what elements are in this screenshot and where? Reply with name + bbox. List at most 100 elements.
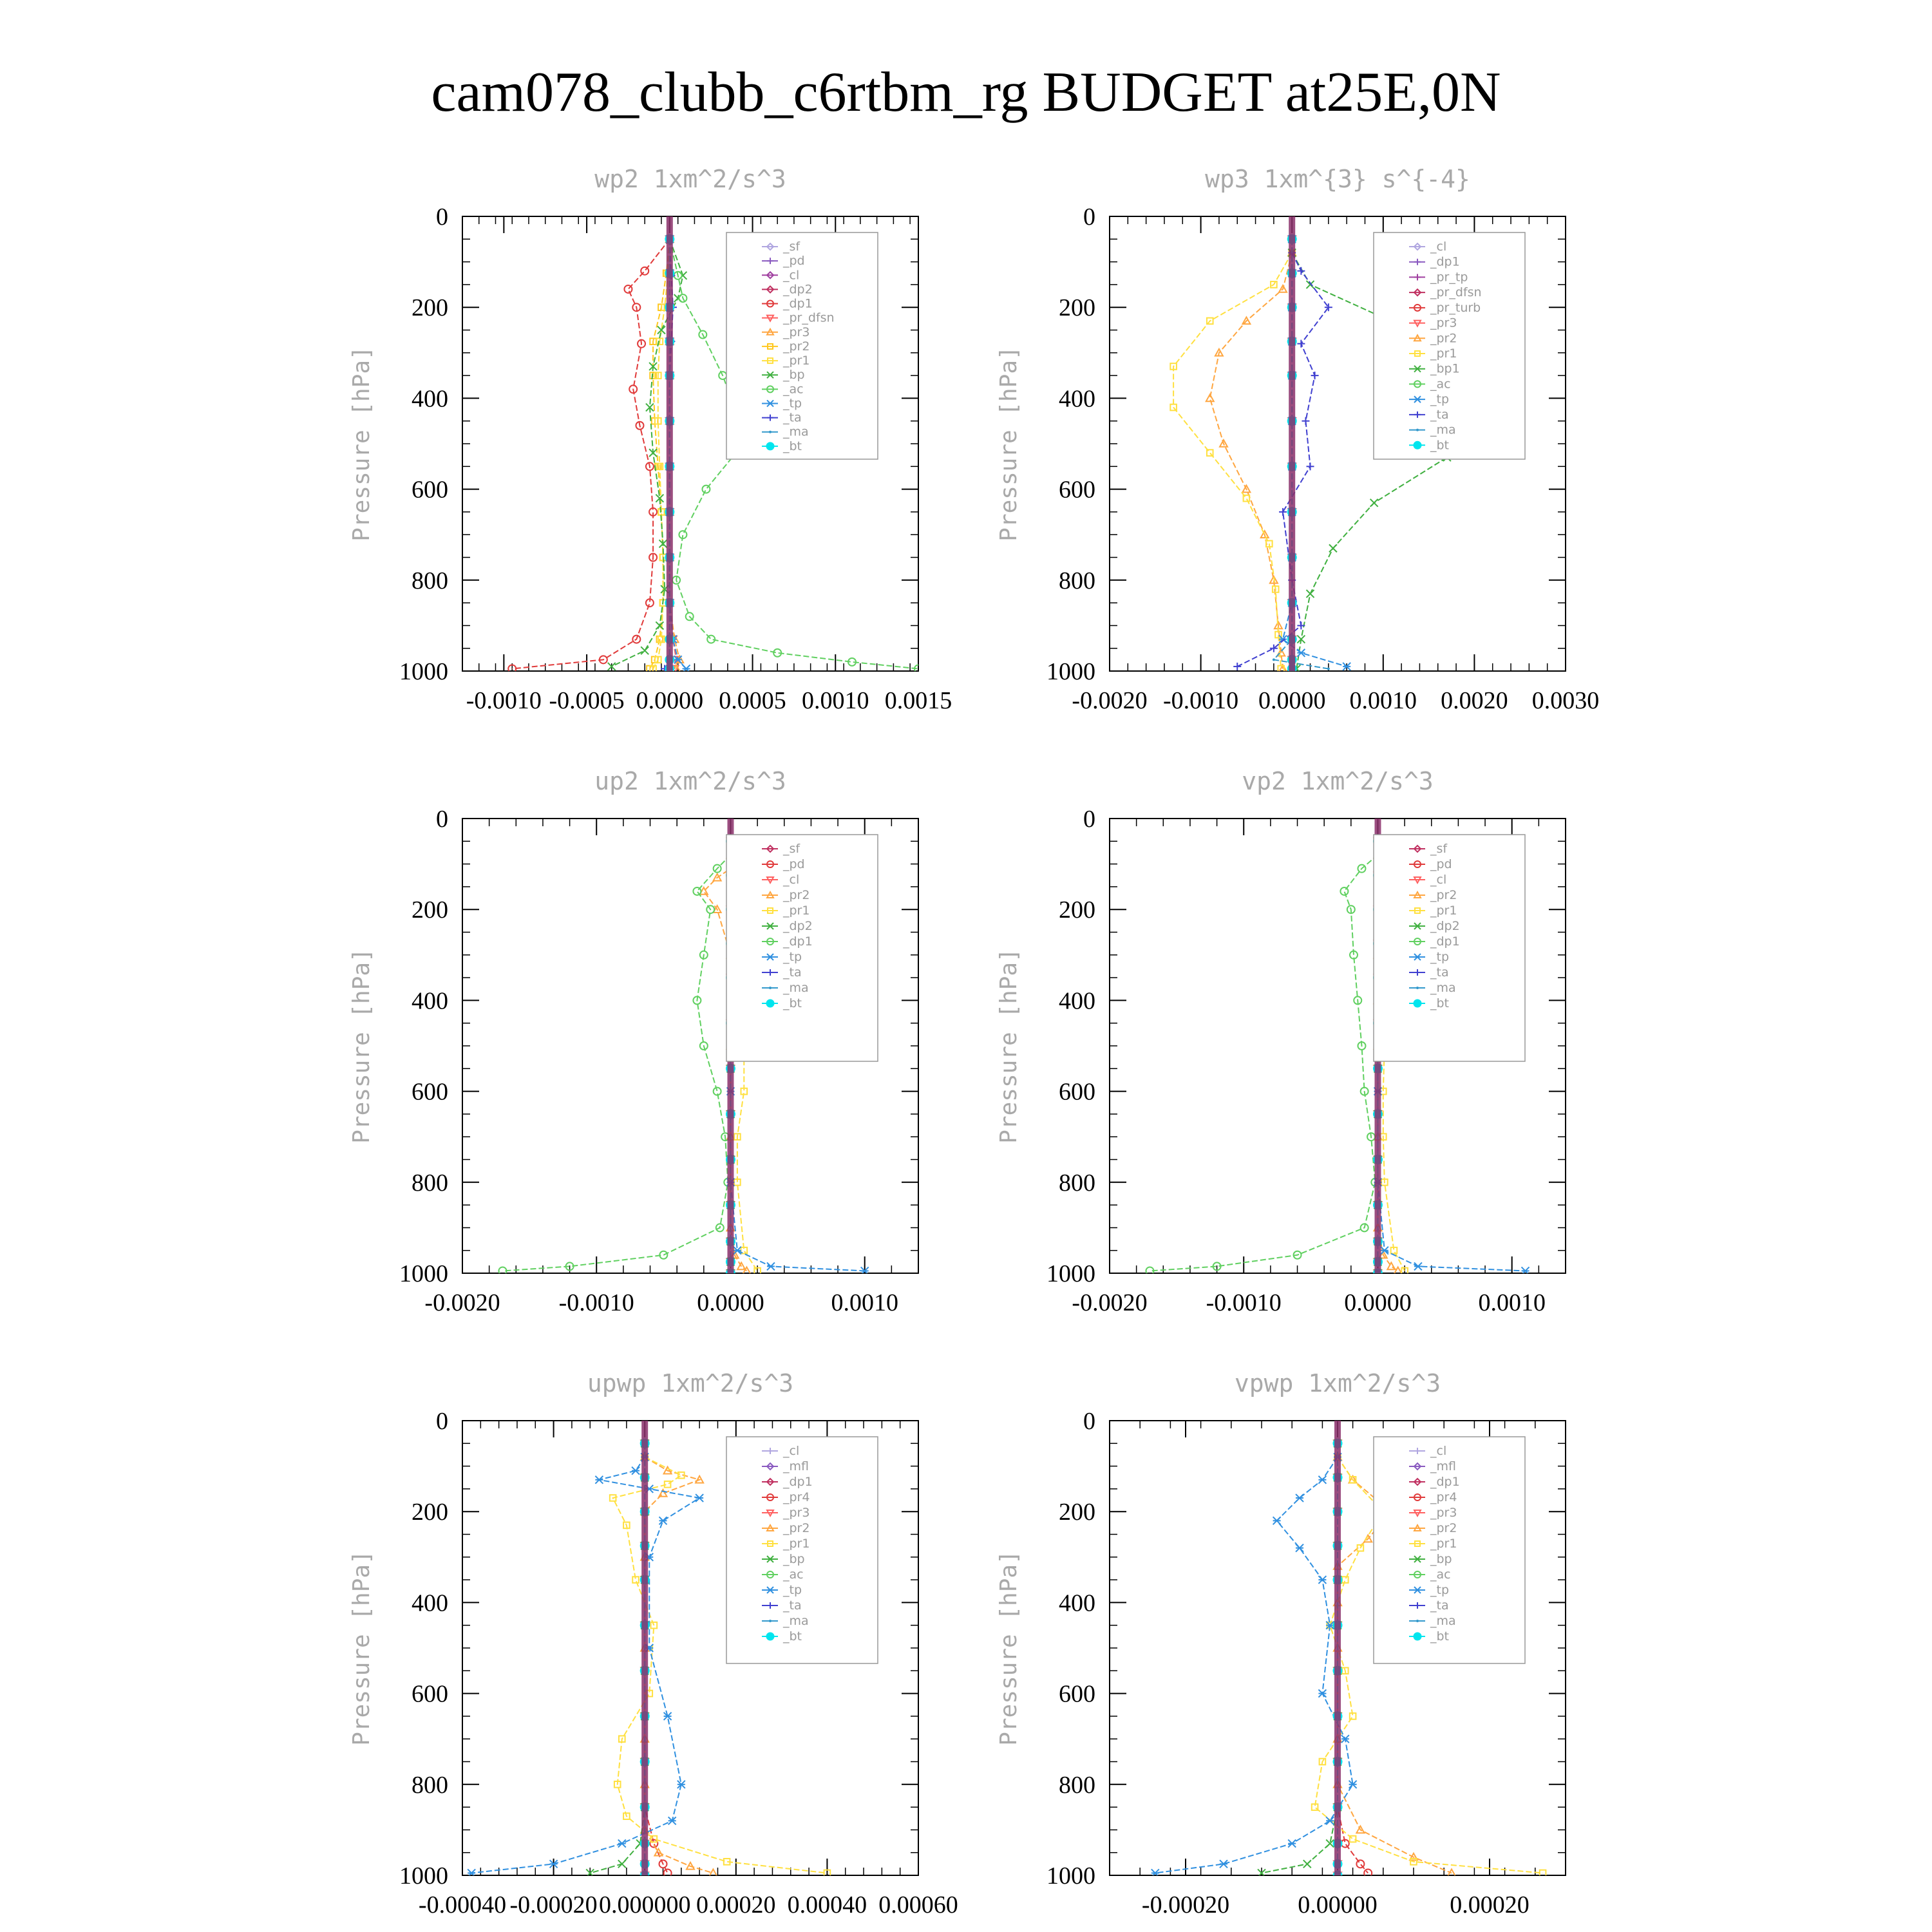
legend-label: _bt	[1430, 1629, 1449, 1643]
y-tick-label: 400	[1059, 385, 1095, 412]
zero-stack-band	[666, 216, 673, 671]
legend-label: _mfl	[782, 1459, 809, 1473]
legend-label: _tp	[782, 396, 802, 410]
x-tick-label: -0.0005	[549, 687, 625, 714]
legend-label: _pr_turb	[1430, 301, 1481, 315]
legend-label: _pr4	[1430, 1490, 1457, 1504]
series-line	[1150, 854, 1379, 1272]
legend-label: _pr3	[1430, 316, 1457, 330]
legend-label: _ma	[782, 981, 809, 995]
y-axis-label: Pressure [hPa]	[348, 1550, 375, 1745]
x-tick-label: -0.0010	[559, 1289, 634, 1316]
panel-title: upwp 1xm^2/s^3	[587, 1369, 793, 1397]
legend-label: _pr2	[782, 888, 810, 902]
x-tick-label: 0.0010	[802, 687, 869, 714]
series-group	[1151, 1421, 1547, 1875]
y-tick-label: 1000	[1046, 658, 1095, 685]
series-markers	[1233, 249, 1332, 670]
legend-label: _pr1	[1430, 346, 1457, 361]
legend-label: _pr1	[782, 1537, 810, 1551]
legend-label: _cl	[782, 268, 799, 282]
legend-label: _tp	[1430, 1583, 1449, 1597]
legend-label: _tp	[1430, 950, 1449, 964]
legend-label: _cl	[1430, 1444, 1446, 1458]
legend-label: _ac	[782, 1567, 804, 1582]
legend: _sf_pd_cl_dp2_dp1_pr_dfsn_pr3_pr2_pr1_bp…	[726, 232, 878, 460]
legend-label: _dp1	[1430, 255, 1460, 269]
legend-label: _dp1	[782, 934, 813, 949]
legend-label: _ta	[1430, 965, 1449, 980]
legend-box	[1373, 834, 1526, 1062]
legend-label: _cl	[782, 1444, 799, 1458]
legend-label: _sf	[782, 842, 800, 856]
legend-label: _pd	[782, 254, 805, 268]
legend-label: _dp2	[782, 919, 813, 933]
legend-label: _tp	[782, 950, 802, 964]
legend-label: _ma	[1430, 981, 1456, 995]
legend-label: _bt	[782, 439, 802, 453]
x-tick-label: 0.0015	[885, 687, 952, 714]
legend-box	[726, 1436, 878, 1664]
chart-panel: wp3 1xm^{3} s^{-4} Pressure [hPa] 0 200 400 6…	[996, 165, 1599, 714]
legend-label: _dp1	[1430, 1475, 1460, 1489]
panel-title: wp2 1xm^2/s^3	[594, 165, 786, 193]
series-group	[1170, 216, 1488, 671]
x-tick-label: 0.00020	[696, 1891, 776, 1918]
legend-label: _bt	[1430, 438, 1449, 452]
legend-label: _pr3	[782, 325, 810, 339]
legend-label: _cl	[1430, 240, 1446, 254]
series-line	[502, 854, 732, 1272]
x-tick-label: 0.000000	[599, 1891, 691, 1918]
series-markers	[1272, 238, 1330, 670]
series-line	[612, 1456, 828, 1874]
y-tick-label: 200	[1059, 1499, 1095, 1526]
chart-panel: up2 1xm^2/s^3 Pressure [hPa] 0 200 400 600 800…	[348, 767, 919, 1316]
legend: _sf_pd _cl_pr2 _pr1_dp2_dp1_tp_ta_ma_bt	[726, 834, 878, 1062]
y-tick-label: 1000	[399, 1260, 448, 1287]
legend-box	[726, 834, 878, 1062]
y-tick-label: 600	[1059, 1079, 1095, 1106]
y-tick-label: 800	[412, 1772, 448, 1799]
series-line	[668, 239, 918, 670]
y-tick-label: 400	[1059, 1589, 1095, 1616]
series-markers	[1205, 247, 1297, 671]
legend-label: _pr1	[1430, 904, 1457, 918]
legend-label: _sf	[1430, 842, 1448, 856]
series-line	[1236, 252, 1330, 667]
legend-label: _ta	[782, 411, 802, 425]
legend-label: _pr2	[1430, 331, 1457, 345]
legend-label: _pr2	[1430, 888, 1457, 902]
x-tick-label: -0.00020	[510, 1891, 598, 1918]
legend-box	[1373, 232, 1526, 460]
legend-label: _ma	[782, 1614, 809, 1628]
series-line	[1261, 1443, 1338, 1874]
y-tick-label: 600	[1059, 477, 1095, 504]
y-tick-label: 400	[1059, 987, 1095, 1014]
legend-label: _dp1	[1430, 934, 1460, 949]
legend-label: _pr_dfsn	[1430, 285, 1482, 299]
chart-panel: wp2 1xm^2/s^3 Pressure [hPa] 0 200 400 600 800…	[348, 165, 952, 714]
legend-label: _pd	[782, 857, 805, 871]
x-tick-label: -0.00020	[1142, 1891, 1229, 1918]
y-axis-label: Pressure [hPa]	[348, 346, 375, 541]
y-tick-label: 0	[436, 806, 448, 833]
y-tick-label: 800	[412, 567, 448, 594]
legend-label: _ta	[1430, 408, 1449, 422]
y-tick-label: 1000	[399, 658, 448, 685]
legend-label: _pr2	[782, 1521, 810, 1535]
legend: _cl_dp1_pr_tp_pr_dfsn _pr_turb_pr3_pr2_pr…	[1373, 232, 1526, 460]
panel-title: vp2 1xm^2/s^3	[1242, 767, 1433, 795]
series-markers	[639, 1452, 717, 1875]
panel-title: up2 1xm^2/s^3	[594, 767, 786, 795]
y-tick-label: 800	[1059, 1772, 1095, 1799]
y-axis-label: Pressure [hPa]	[996, 346, 1022, 541]
y-tick-label: 0	[436, 1408, 448, 1435]
zero-stack-band	[641, 1421, 649, 1875]
x-tick-label: -0.00040	[419, 1891, 506, 1918]
x-tick-label: 0.00020	[1450, 1891, 1530, 1918]
series-markers	[467, 1452, 704, 1875]
legend-label: _ma	[782, 425, 809, 439]
series-markers	[498, 850, 735, 1273]
legend-label: _pr2	[782, 339, 810, 354]
